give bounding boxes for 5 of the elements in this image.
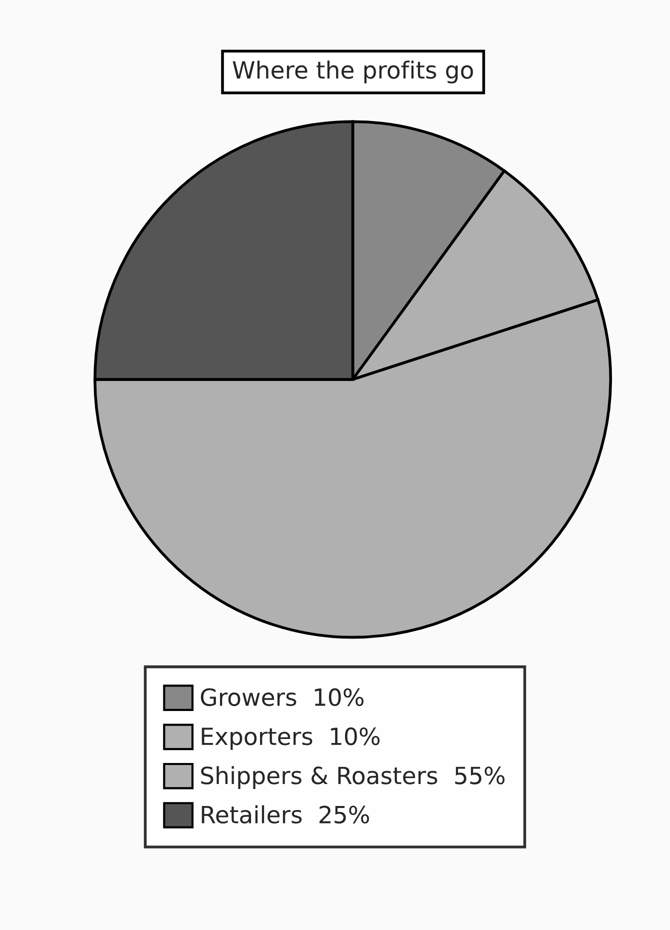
legend-label: Retailers 25% xyxy=(202,805,370,824)
legend-label: Growers 10% xyxy=(200,688,364,706)
legend-label: Shippers & Roasters 55% xyxy=(201,766,505,789)
chart-title: Where the profits go xyxy=(232,60,473,84)
legend-label: Exporters 10% xyxy=(202,727,380,750)
